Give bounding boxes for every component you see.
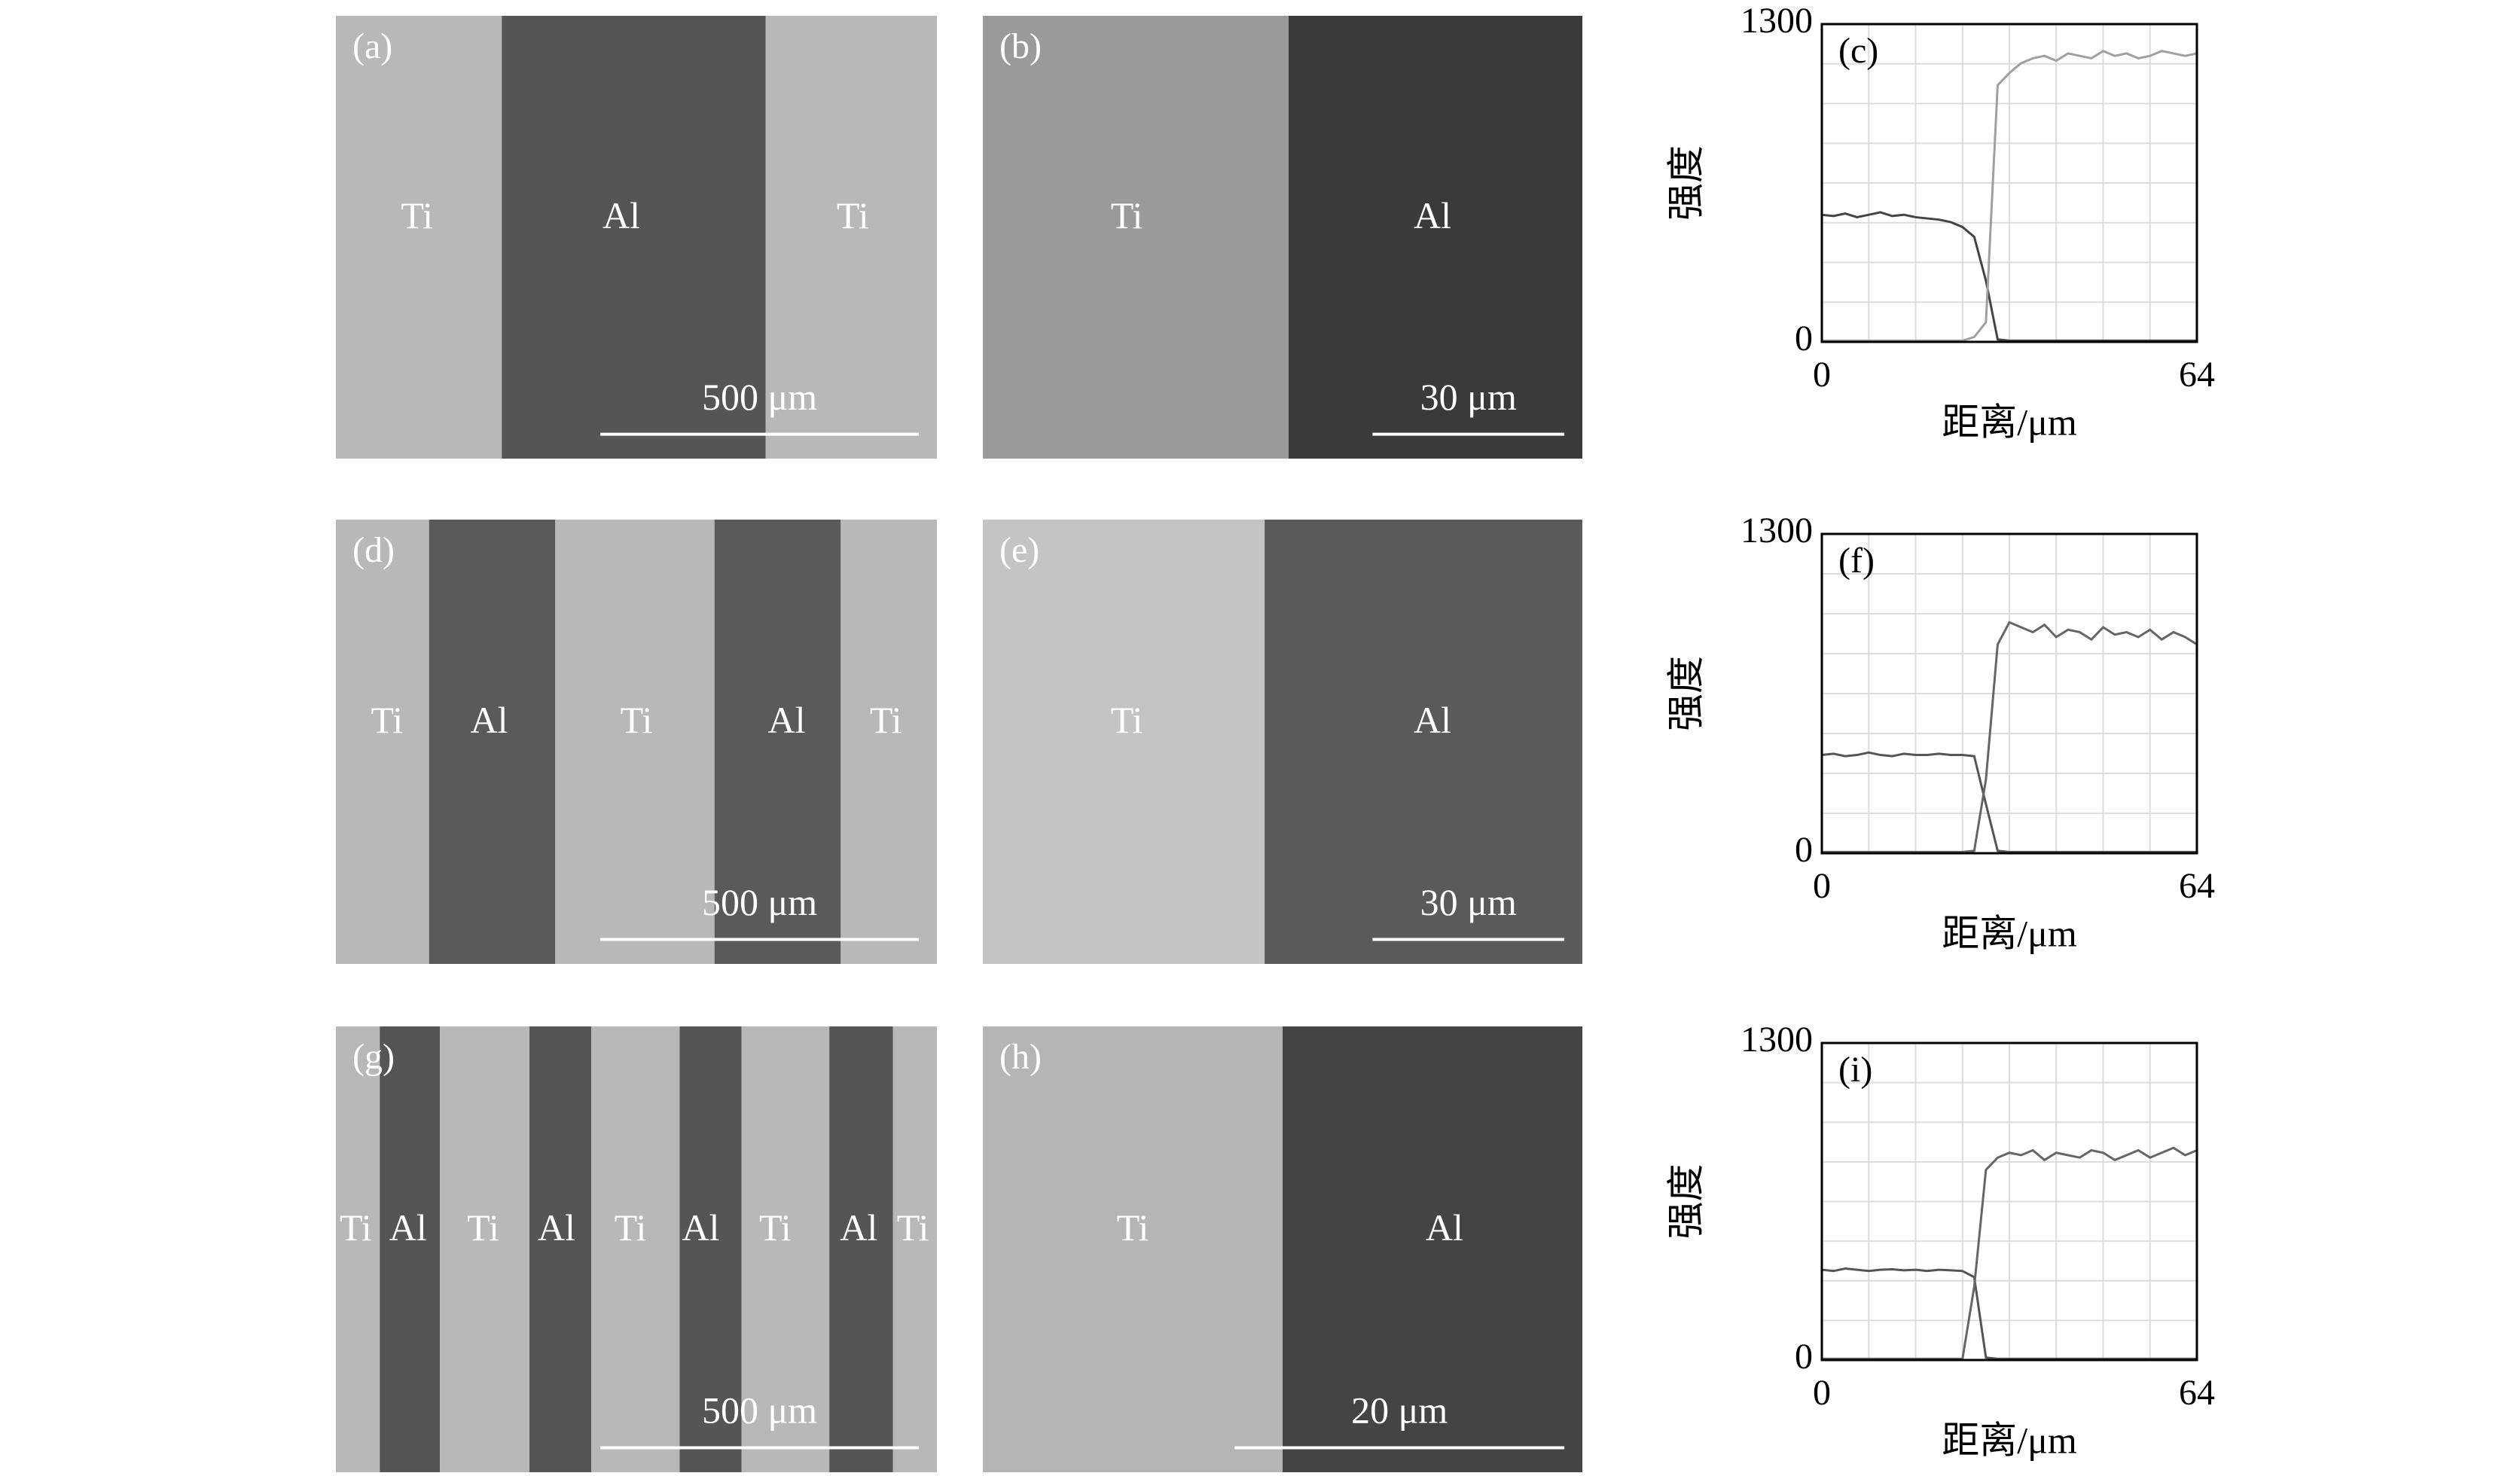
phase-region — [502, 16, 766, 459]
x-axis-label: 距离/μm — [1942, 912, 2077, 954]
panel-label: (i) — [1838, 1050, 1872, 1090]
scale-bar-label: 500 μm — [702, 881, 817, 923]
y-tick-label: 1300 — [1741, 1020, 1813, 1060]
line-series — [1822, 621, 2198, 853]
phase-label: Al — [682, 1206, 719, 1249]
line-series — [1821, 751, 2197, 853]
sem-panel: (b) Ti Al 30 μm — [983, 16, 1582, 459]
phase-label: Ti — [870, 699, 902, 741]
x-tick-label: 0 — [1813, 1373, 1831, 1413]
phase-label: Ti — [1111, 194, 1143, 236]
sem-panel: (e) Ti Al 30 μm — [983, 520, 1582, 964]
phase-label: Al — [470, 699, 508, 741]
phase-region — [983, 16, 1289, 459]
plot-frame — [1820, 1041, 2198, 1362]
phase-region — [529, 1026, 592, 1472]
phase-region — [1288, 16, 1582, 459]
scale-bar-label: 30 μm — [1420, 881, 1517, 923]
y-tick-label: 0 — [1795, 319, 1813, 358]
sem-panel: (h) Ti Al 20 μm — [983, 1026, 1582, 1472]
panel-label: (c) — [1838, 31, 1878, 71]
phase-label: Al — [538, 1206, 575, 1249]
phase-region — [429, 520, 556, 964]
y-tick-label: 0 — [1795, 1337, 1813, 1377]
phase-label: Al — [840, 1206, 877, 1249]
x-tick-label: 64 — [2179, 866, 2215, 906]
phase-label: Ti — [759, 1206, 792, 1249]
phase-label: Al — [768, 699, 806, 741]
phase-label: Ti — [1111, 699, 1143, 741]
phase-region — [741, 1026, 830, 1472]
y-axis-label: 强度 — [1664, 145, 1707, 221]
phase-label: Al — [389, 1206, 427, 1249]
x-axis-label: 距离/μm — [1942, 1419, 2077, 1461]
x-tick-label: 64 — [2179, 355, 2215, 395]
sem-panel: (g) Ti Al Ti Al Ti Al Ti Al Ti 500 μm — [336, 1026, 937, 1472]
line-series — [1821, 1267, 2197, 1360]
phase-region — [983, 1026, 1283, 1472]
x-tick-label: 0 — [1813, 866, 1831, 906]
phase-label: Al — [1426, 1206, 1463, 1249]
phase-region — [679, 1026, 742, 1472]
phase-label: Ti — [371, 699, 403, 741]
phase-label: Ti — [1117, 1206, 1149, 1249]
scale-bar-label: 500 μm — [702, 1389, 817, 1432]
x-axis-label: 距离/μm — [1942, 401, 2077, 443]
y-axis-label: 强度 — [1664, 656, 1707, 731]
panel-label: (g) — [352, 1037, 395, 1077]
phase-region — [555, 520, 715, 964]
line-series — [1822, 1146, 2198, 1360]
plot-frame — [1820, 23, 2198, 343]
phase-label: Ti — [340, 1206, 372, 1249]
phase-label: Ti — [897, 1206, 929, 1249]
phase-label: Ti — [837, 194, 869, 236]
phase-region — [380, 1026, 441, 1472]
phase-region — [1265, 520, 1582, 964]
scale-bar-label: 30 μm — [1420, 376, 1517, 418]
panel-label: (d) — [352, 530, 395, 570]
phase-region — [591, 1026, 680, 1472]
sem-panel: (d) Ti Al Ti Al Ti 500 μm — [336, 520, 937, 964]
phase-region — [440, 1026, 529, 1472]
panel-label: (e) — [999, 530, 1039, 570]
phase-region — [765, 16, 937, 459]
y-axis-label: 强度 — [1664, 1164, 1707, 1240]
plot-frame — [1820, 532, 2198, 855]
phase-region — [1283, 1026, 1582, 1472]
y-tick-label: 0 — [1795, 830, 1813, 870]
y-tick-label: 1300 — [1741, 1, 1813, 41]
phase-region — [983, 520, 1265, 964]
x-tick-label: 64 — [2179, 1373, 2215, 1413]
phase-region — [336, 16, 502, 459]
phase-label: Ti — [615, 1206, 647, 1249]
y-tick-label: 1300 — [1741, 511, 1813, 550]
phase-region — [841, 520, 937, 964]
phase-label: Al — [1414, 194, 1451, 236]
phase-label: Ti — [401, 194, 433, 236]
panel-label: (b) — [999, 26, 1042, 66]
scale-bar-label: 20 μm — [1351, 1389, 1448, 1432]
phase-label: Ti — [467, 1206, 499, 1249]
phase-region — [336, 520, 429, 964]
phase-region — [829, 1026, 893, 1472]
scale-bar-label: 500 μm — [702, 376, 817, 418]
line-series — [1822, 50, 2198, 342]
phase-label: Al — [603, 194, 640, 236]
phase-label: Al — [1414, 699, 1451, 741]
phase-label: Ti — [621, 699, 653, 741]
sem-panel: (a) Ti Al Ti 500 μm — [336, 16, 937, 459]
x-tick-label: 0 — [1813, 355, 1831, 395]
phase-region — [714, 520, 841, 964]
phase-region — [892, 1026, 937, 1472]
phase-region — [336, 1026, 380, 1472]
panel-label: (f) — [1838, 541, 1875, 581]
panel-label: (a) — [352, 26, 392, 66]
line-series — [1821, 211, 2197, 342]
panel-label: (h) — [999, 1037, 1042, 1077]
